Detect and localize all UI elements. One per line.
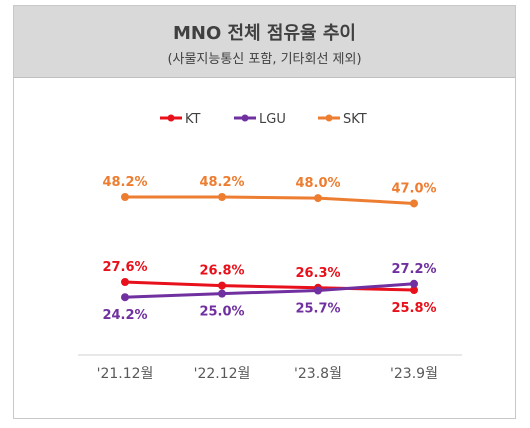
data-point-kt	[410, 286, 418, 295]
data-point-skt	[314, 194, 322, 203]
chart-header: MNO 전체 점유율 추이 (사물지능통신 포함, 기타회선 제외)	[14, 6, 515, 78]
series-line-kt	[124, 280, 415, 292]
chart-subtitle: (사물지능통신 포함, 기타회선 제외)	[167, 52, 362, 67]
data-point-lgu	[121, 293, 129, 302]
data-label-lgu: 27.2%	[391, 262, 436, 277]
data-label-kt: 25.8%	[391, 301, 436, 316]
chart-frame: MNO 전체 점유율 추이 (사물지능통신 포함, 기타회선 제외)	[13, 5, 516, 419]
data-label-kt: 27.6%	[102, 260, 147, 275]
data-point-lgu	[218, 289, 226, 298]
data-point-lgu	[314, 286, 322, 295]
legend-label-kt: KT	[185, 112, 201, 127]
legend-marker-kt	[167, 114, 175, 122]
data-point-skt	[121, 193, 129, 201]
data-label-lgu: 25.7%	[295, 301, 340, 316]
series-line-lgu	[124, 282, 415, 299]
data-label-skt: 48.2%	[102, 175, 147, 190]
x-tick-label: '23.8월	[294, 366, 342, 382]
x-tick-label: '22.12월	[194, 366, 251, 382]
data-point-kt	[121, 278, 129, 286]
x-tick-label: '23.9월	[390, 366, 438, 382]
data-label-skt: 48.0%	[295, 176, 340, 191]
x-tick-label: '21.12월	[97, 366, 154, 382]
legend-marker-lgu	[241, 114, 249, 122]
data-label-kt: 26.8%	[199, 264, 244, 279]
data-point-skt	[218, 193, 226, 201]
data-label-kt: 26.3%	[295, 266, 340, 281]
legend-label-skt: SKT	[343, 112, 367, 127]
chart-title: MNO 전체 점유율 추이	[173, 23, 356, 44]
data-point-kt	[218, 281, 226, 290]
series-line-skt	[125, 195, 415, 205]
legend-label-lgu: LGU	[259, 112, 286, 127]
data-label-lgu: 24.2%	[102, 308, 147, 323]
data-label-skt: 47.0%	[391, 181, 436, 196]
data-label-skt: 48.2%	[199, 175, 244, 190]
data-label-lgu: 25.0%	[199, 305, 244, 320]
data-point-skt	[410, 199, 418, 208]
data-point-lgu	[410, 279, 418, 288]
legend-marker-skt	[325, 114, 333, 122]
